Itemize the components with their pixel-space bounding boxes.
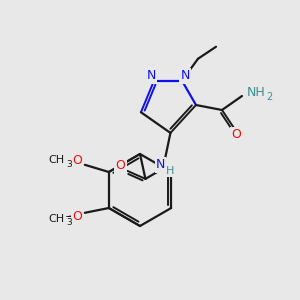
Text: H: H: [166, 166, 175, 176]
Text: O: O: [231, 128, 241, 142]
Text: 3: 3: [66, 218, 72, 227]
Text: O: O: [72, 154, 82, 167]
Text: N: N: [156, 158, 165, 171]
Text: N: N: [146, 69, 156, 82]
Text: O: O: [72, 210, 82, 223]
Text: N: N: [180, 69, 190, 82]
Text: NH: NH: [247, 85, 266, 98]
Text: O: O: [116, 159, 125, 172]
Text: 3: 3: [66, 160, 72, 169]
Text: CH: CH: [49, 155, 65, 165]
Text: CH: CH: [49, 214, 65, 224]
Text: 2: 2: [266, 92, 272, 102]
